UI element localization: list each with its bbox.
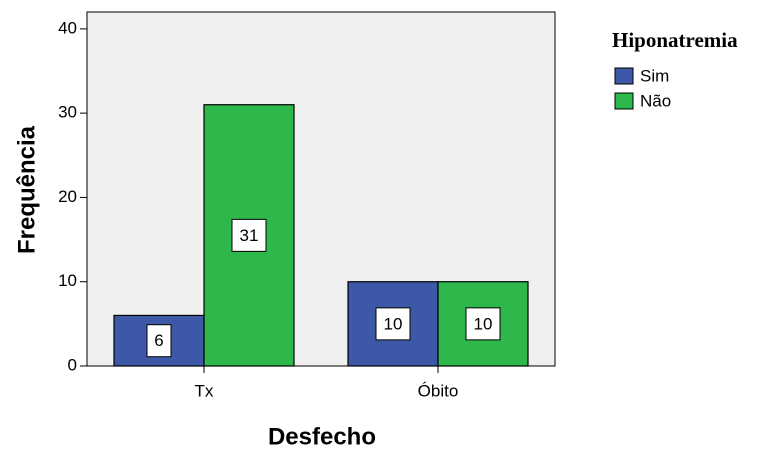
legend-title: Hiponatremia xyxy=(612,28,738,52)
data-label: 31 xyxy=(240,226,259,245)
data-label-box xyxy=(231,218,267,252)
data-label: 10 xyxy=(474,314,493,333)
y-axis-title: Frequência xyxy=(13,125,40,254)
data-label-box xyxy=(465,307,501,341)
x-tick-label: Óbito xyxy=(418,381,459,400)
legend-label: Sim xyxy=(640,66,669,85)
y-tick-label: 30 xyxy=(58,103,77,122)
data-label-box xyxy=(146,324,172,358)
legend-swatch xyxy=(614,67,634,85)
x-tick-label: Tx xyxy=(195,381,214,400)
y-tick-label: 20 xyxy=(58,187,77,206)
data-label-box xyxy=(375,307,411,341)
y-tick-label: 10 xyxy=(58,271,77,290)
x-axis-title: Desfecho xyxy=(268,423,376,450)
data-label: 10 xyxy=(384,314,403,333)
y-tick-label: 40 xyxy=(58,18,77,37)
legend-label: Não xyxy=(640,91,671,110)
y-tick-label: 0 xyxy=(68,355,77,374)
legend-swatch xyxy=(614,92,634,110)
data-label: 6 xyxy=(154,331,163,350)
